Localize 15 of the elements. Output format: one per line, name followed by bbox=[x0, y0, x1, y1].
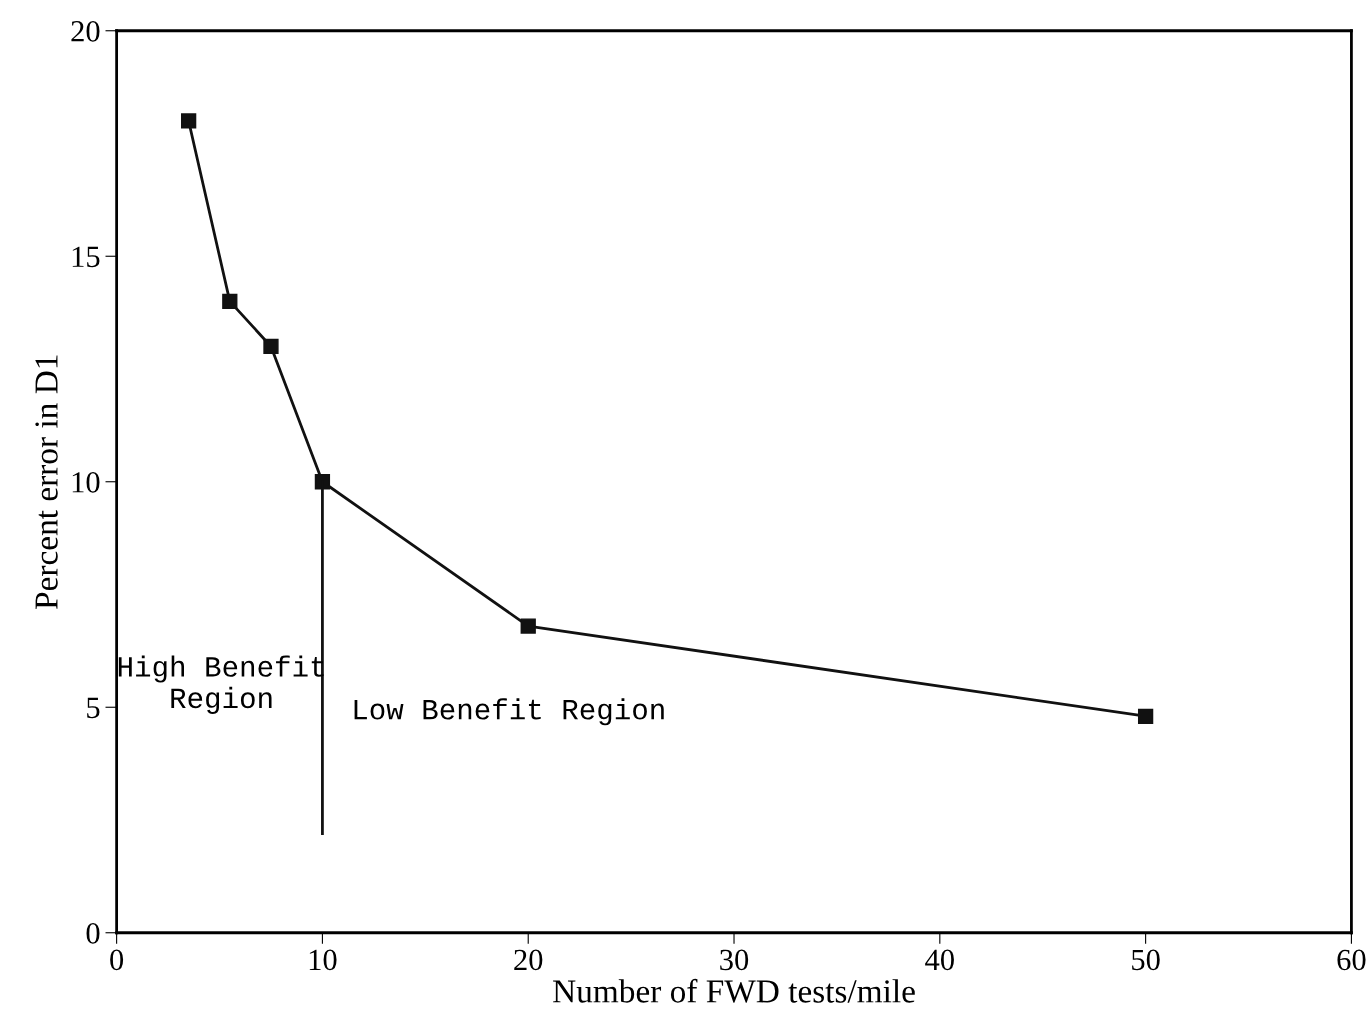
y-axis-title: Percent error in D1 bbox=[35, 355, 58, 609]
x-tick-label: 10 bbox=[309, 949, 337, 971]
x-tick-label: 30 bbox=[720, 949, 749, 971]
x-tick-label: 20 bbox=[514, 949, 543, 971]
y-tick-label: 20 bbox=[71, 21, 100, 42]
y-tick-label: 10 bbox=[72, 472, 100, 493]
y-tick-label: 0 bbox=[86, 923, 100, 944]
y-tick-label: 15 bbox=[72, 246, 100, 268]
x-axis-title: Number of FWD tests/mile bbox=[553, 978, 915, 1003]
annotation: Low Benefit Region bbox=[354, 698, 664, 726]
x-tick-label: 40 bbox=[925, 949, 954, 971]
x-tick-label: 50 bbox=[1132, 949, 1160, 971]
x-tick-label: 60 bbox=[1337, 949, 1366, 971]
y-tick-label: 5 bbox=[87, 697, 100, 719]
x-tick-label: 0 bbox=[110, 949, 124, 971]
